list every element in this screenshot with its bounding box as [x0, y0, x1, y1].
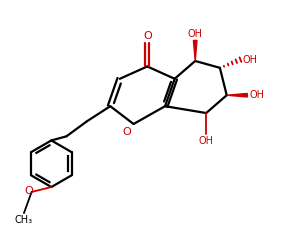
Text: OH: OH [199, 136, 214, 146]
Text: CH₃: CH₃ [15, 215, 33, 225]
Text: O: O [143, 31, 152, 41]
Polygon shape [194, 40, 197, 61]
Text: OH: OH [243, 55, 258, 65]
Text: OH: OH [249, 90, 264, 100]
Text: OH: OH [188, 29, 203, 38]
Text: O: O [123, 127, 131, 137]
Text: O: O [24, 186, 33, 196]
Polygon shape [227, 93, 247, 97]
